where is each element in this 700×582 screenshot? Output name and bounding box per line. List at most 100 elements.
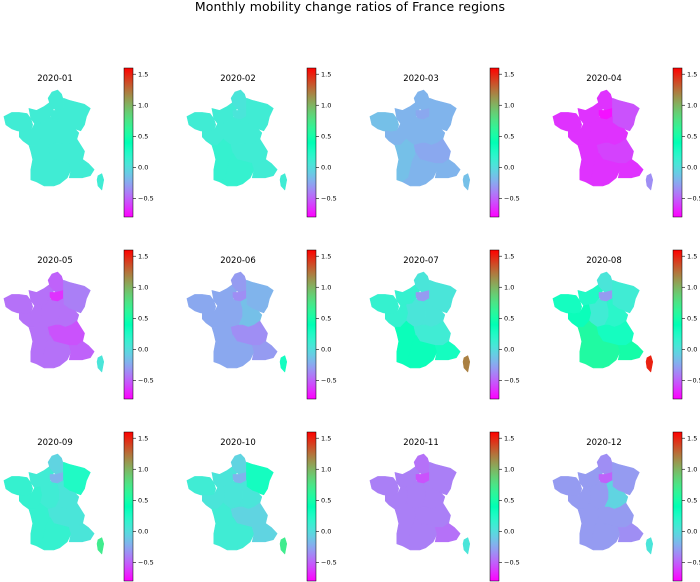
colorbar-tick-label: 0.0 (138, 346, 148, 354)
colorbar-gradient (124, 250, 133, 399)
colorbar-tick-label: 1.5 (504, 71, 514, 79)
region-provence-alpes-cote-d-azur (617, 341, 644, 361)
region-bretagne (369, 476, 400, 497)
france-map (3, 89, 105, 191)
colorbar: −0.5 0.0 0.5 1.0 1.5 (672, 67, 700, 218)
figure-title: Monthly mobility change ratios of France… (194, 0, 506, 14)
region-corse (462, 355, 471, 373)
region-corse (645, 355, 654, 373)
colorbar-gradient (673, 250, 682, 399)
colorbar-gradient (307, 250, 316, 399)
france-map (369, 89, 471, 191)
colorbar-tick-label: 1.0 (504, 466, 514, 474)
colorbar-tick-label: 1.5 (138, 435, 148, 443)
colorbar-frame (306, 249, 317, 400)
panel-title: 2020-06 (220, 256, 256, 266)
colorbar: −0.5 0.0 0.5 1.0 1.5 (672, 431, 700, 582)
colorbar-tick-label: 1.5 (687, 435, 697, 443)
colorbar-gradient (673, 432, 682, 581)
panel-title: 2020-05 (37, 256, 73, 266)
region-corse (462, 537, 471, 555)
colorbar: −0.5 0.0 0.5 1.0 1.5 (489, 249, 520, 400)
colorbar-tick-label: 1.0 (687, 466, 697, 474)
colorbar-tick-label: 0.0 (687, 346, 697, 354)
colorbar-frame (672, 431, 683, 582)
region-occitanie (219, 152, 255, 187)
colorbar-frame (489, 67, 500, 218)
panel-title: 2020-03 (403, 74, 439, 84)
region-provence-alpes-cote-d-azur (68, 159, 95, 179)
region-corse (279, 173, 288, 191)
colorbar-frame (123, 249, 134, 400)
colorbar: −0.5 0.0 0.5 1.0 1.5 (489, 431, 520, 582)
map-panel-2020-12: 2020-12 −0.5 0.0 0.5 1.0 1.5 (552, 431, 700, 582)
colorbar-tick-label: −0.5 (504, 377, 520, 385)
colorbar-tick-label: 1.5 (138, 253, 148, 261)
colorbar-tick-label: 1.5 (321, 71, 331, 79)
colorbar-tick-label: 1.5 (504, 253, 514, 261)
france-map (3, 453, 105, 555)
colorbar-tick-label: 0.0 (687, 528, 697, 536)
colorbar-tick-label: 0.5 (138, 497, 148, 505)
region-bretagne (186, 294, 217, 315)
region-corse (462, 173, 471, 191)
colorbar-tick-label: 1.0 (321, 284, 331, 292)
region-occitanie (585, 516, 621, 551)
region-occitanie (36, 516, 72, 551)
colorbar-tick-label: 1.0 (504, 284, 514, 292)
colorbar-frame (123, 67, 134, 218)
colorbar-tick-label: 1.0 (138, 102, 148, 110)
panel-title: 2020-04 (586, 74, 622, 84)
map-panel-2020-04: 2020-04 −0.5 0.0 0.5 1.0 1.5 (552, 67, 700, 218)
colorbar-tick-label: 1.0 (321, 102, 331, 110)
colorbar-gradient (124, 68, 133, 217)
region-occitanie (36, 152, 72, 187)
colorbar-tick-label: 0.0 (504, 346, 514, 354)
colorbar-tick-label: 1.5 (321, 253, 331, 261)
colorbar-gradient (673, 68, 682, 217)
colorbar-tick-label: 0.5 (687, 133, 697, 141)
colorbar-tick-label: −0.5 (687, 559, 700, 567)
panel-title: 2020-12 (586, 438, 622, 448)
colorbar-tick-label: 0.5 (687, 315, 697, 323)
colorbar-tick-label: 1.5 (138, 71, 148, 79)
region-provence-alpes-cote-d-azur (434, 341, 461, 361)
colorbar-tick-label: 1.0 (504, 102, 514, 110)
colorbar-gradient (124, 432, 133, 581)
colorbar: −0.5 0.0 0.5 1.0 1.5 (306, 249, 337, 400)
region-occitanie (402, 516, 438, 551)
france-map (369, 271, 471, 373)
colorbar-tick-label: −0.5 (138, 377, 154, 385)
colorbar: −0.5 0.0 0.5 1.0 1.5 (123, 431, 154, 582)
map-panel-2020-06: 2020-06 −0.5 0.0 0.5 1.0 1.5 (186, 249, 337, 400)
colorbar-tick-label: 0.5 (504, 315, 514, 323)
map-panel-2020-09: 2020-09 −0.5 0.0 0.5 1.0 1.5 (3, 431, 154, 582)
map-panel-2020-03: 2020-03 −0.5 0.0 0.5 1.0 1.5 (369, 67, 520, 218)
region-provence-alpes-cote-d-azur (251, 523, 278, 543)
colorbar: −0.5 0.0 0.5 1.0 1.5 (489, 67, 520, 218)
colorbar-tick-label: 1.0 (138, 284, 148, 292)
map-panel-2020-08: 2020-08 −0.5 0.0 0.5 1.0 1.5 (552, 249, 700, 400)
region-occitanie (402, 334, 438, 369)
region-occitanie (219, 334, 255, 369)
map-panel-2020-07: 2020-07 −0.5 0.0 0.5 1.0 1.5 (369, 249, 520, 400)
map-panel-2020-11: 2020-11 −0.5 0.0 0.5 1.0 1.5 (369, 431, 520, 582)
colorbar-frame (672, 67, 683, 218)
colorbar-gradient (490, 432, 499, 581)
region-corse (96, 355, 105, 373)
colorbar-tick-label: −0.5 (504, 559, 520, 567)
region-provence-alpes-cote-d-azur (68, 523, 95, 543)
region-provence-alpes-cote-d-azur (434, 523, 461, 543)
colorbar-tick-label: 1.5 (321, 435, 331, 443)
region-provence-alpes-cote-d-azur (68, 341, 95, 361)
region-bretagne (552, 476, 583, 497)
region-corse (96, 173, 105, 191)
colorbar: −0.5 0.0 0.5 1.0 1.5 (306, 431, 337, 582)
colorbar-tick-label: 0.0 (504, 528, 514, 536)
region-bretagne (3, 294, 34, 315)
region-provence-alpes-cote-d-azur (434, 159, 461, 179)
colorbar-gradient (490, 68, 499, 217)
colorbar-tick-label: 1.0 (687, 284, 697, 292)
colorbar-tick-label: 0.5 (321, 315, 331, 323)
colorbar-tick-label: 0.5 (138, 315, 148, 323)
